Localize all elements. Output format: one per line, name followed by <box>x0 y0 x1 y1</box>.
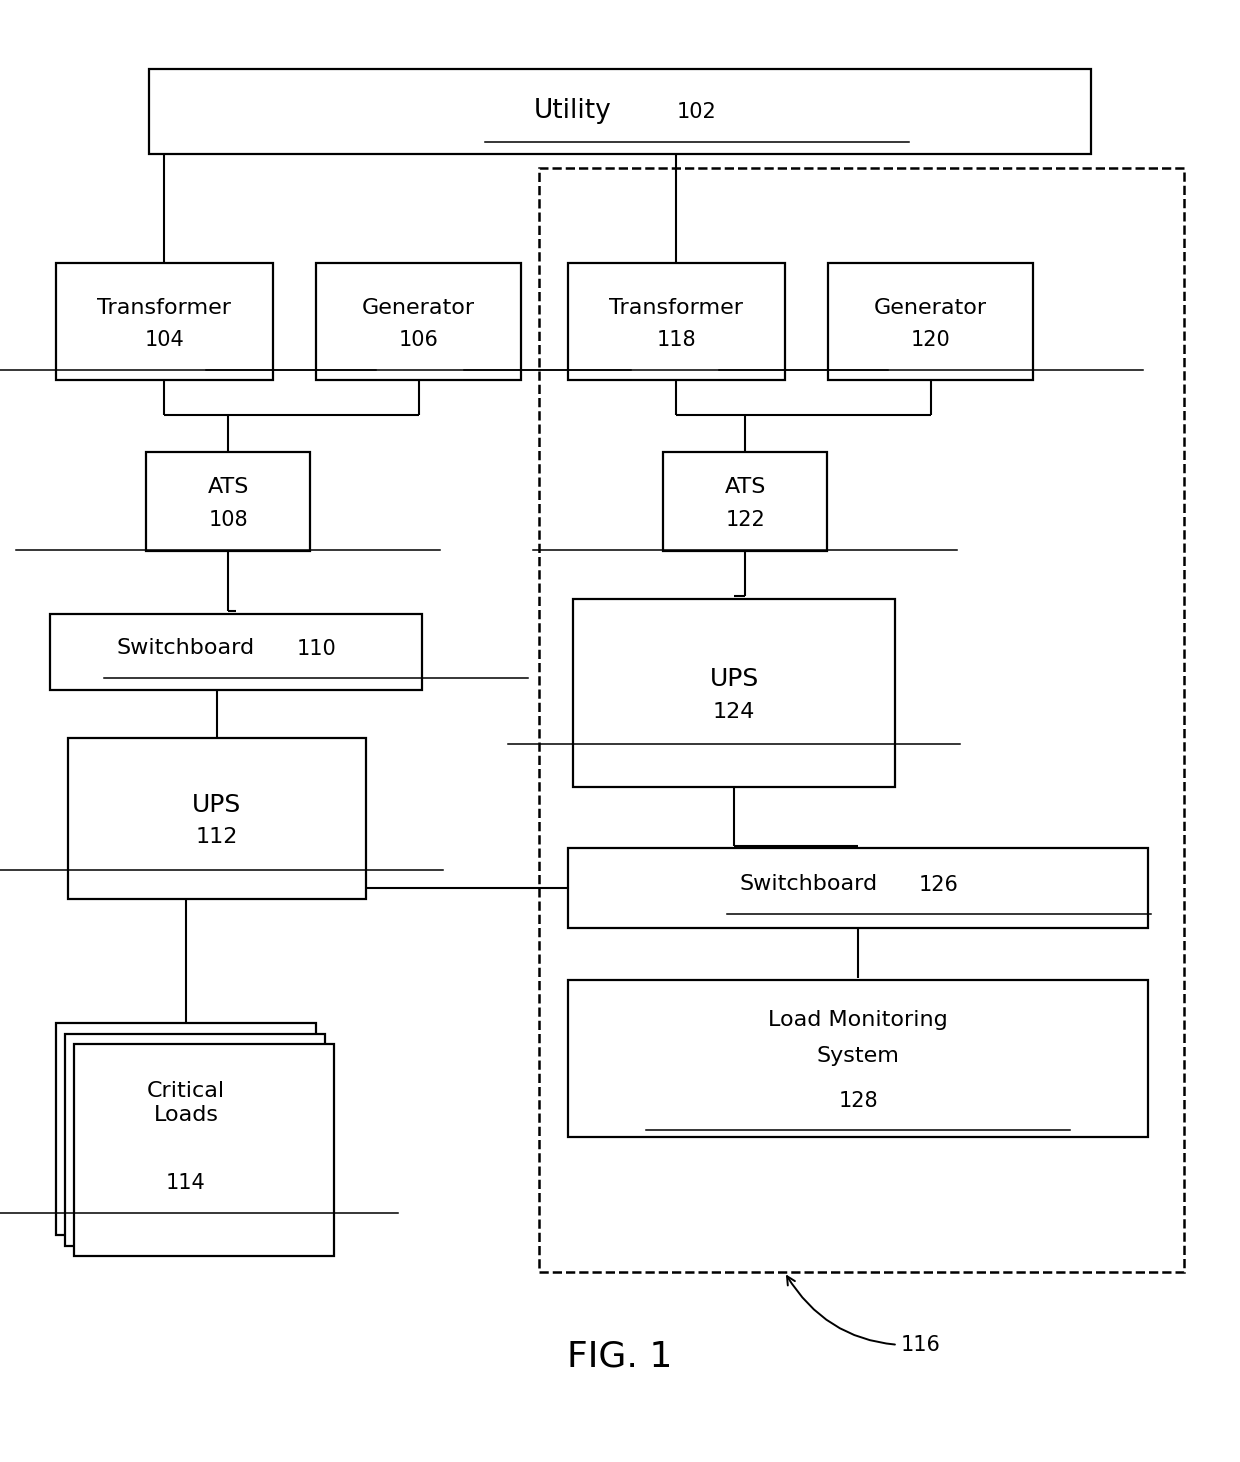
Text: UPS: UPS <box>192 792 242 817</box>
Bar <box>64 1034 325 1246</box>
Bar <box>663 452 827 551</box>
Text: Utility: Utility <box>534 98 611 124</box>
Text: 122: 122 <box>725 510 765 531</box>
Bar <box>316 263 521 380</box>
Text: 102: 102 <box>677 102 717 123</box>
Bar <box>568 848 1148 928</box>
Bar <box>68 738 366 899</box>
Text: Load Monitoring: Load Monitoring <box>769 1010 947 1031</box>
Bar <box>828 263 1033 380</box>
Bar <box>73 1044 334 1256</box>
Text: 110: 110 <box>296 639 336 659</box>
Text: 108: 108 <box>208 510 248 531</box>
Text: 116: 116 <box>787 1276 940 1355</box>
Bar <box>568 263 785 380</box>
Text: 124: 124 <box>713 702 755 722</box>
Text: 104: 104 <box>144 330 185 351</box>
Text: System: System <box>817 1045 899 1066</box>
Text: Generator: Generator <box>362 298 475 317</box>
Bar <box>568 980 1148 1137</box>
Bar <box>56 263 273 380</box>
Text: 128: 128 <box>838 1091 878 1111</box>
Text: Generator: Generator <box>874 298 987 317</box>
Text: Transformer: Transformer <box>609 298 744 317</box>
Text: Transformer: Transformer <box>97 298 232 317</box>
Text: Switchboard: Switchboard <box>117 637 255 658</box>
Text: 120: 120 <box>910 330 951 351</box>
Text: ATS: ATS <box>207 478 249 497</box>
Text: 114: 114 <box>166 1173 206 1193</box>
Bar <box>146 452 310 551</box>
Bar <box>573 599 895 787</box>
Text: Switchboard: Switchboard <box>739 874 878 893</box>
Text: Critical
Loads: Critical Loads <box>146 1080 226 1126</box>
Text: 126: 126 <box>919 874 959 895</box>
Text: FIG. 1: FIG. 1 <box>568 1339 672 1374</box>
Text: 118: 118 <box>657 330 696 351</box>
Bar <box>149 69 1091 154</box>
Bar <box>50 614 422 690</box>
Text: 106: 106 <box>398 330 439 351</box>
Text: UPS: UPS <box>709 667 759 692</box>
Text: ATS: ATS <box>724 478 766 497</box>
Bar <box>539 168 1184 1272</box>
Text: 112: 112 <box>196 827 238 848</box>
Bar <box>56 1023 316 1235</box>
